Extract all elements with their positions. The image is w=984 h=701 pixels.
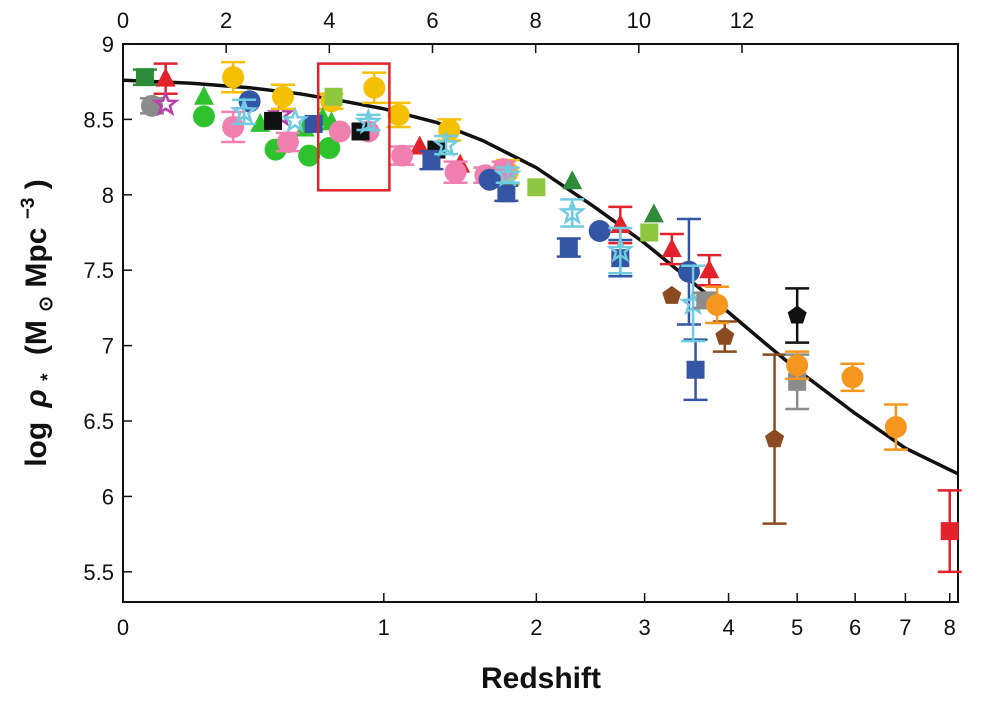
y-tick-label: 8.5 xyxy=(83,107,114,132)
y-tick-label: 7 xyxy=(102,334,114,359)
data-point xyxy=(438,118,461,141)
data-point xyxy=(478,168,501,191)
x-tick-label: 4 xyxy=(722,615,734,640)
data-point xyxy=(276,131,299,154)
data-point xyxy=(841,366,864,389)
x-tick-label: 3 xyxy=(638,615,650,640)
data-point xyxy=(686,360,705,379)
y-axis-title-subscript: * xyxy=(38,373,59,381)
top-tick-label: 4 xyxy=(323,8,335,33)
data-point xyxy=(662,285,682,304)
data-point xyxy=(351,122,370,141)
data-point xyxy=(788,372,807,391)
data-point xyxy=(643,203,664,223)
data-point xyxy=(606,235,635,263)
data-point xyxy=(765,429,785,448)
x-tick-label: 0 xyxy=(117,615,129,640)
highlight-box xyxy=(316,62,391,192)
x-tick-label: 2 xyxy=(530,615,542,640)
data-point xyxy=(493,160,522,188)
data-point xyxy=(715,326,735,345)
data-point xyxy=(264,111,283,130)
data-point xyxy=(444,161,467,184)
data-point xyxy=(884,416,907,439)
data-point xyxy=(527,178,546,197)
top-tick-label: 6 xyxy=(426,8,438,33)
data-points xyxy=(132,60,962,574)
y-axis-title: log ρ * (M ⊙ Mpc −3 ) xyxy=(8,179,61,467)
data-point xyxy=(281,106,310,133)
data-point xyxy=(706,293,729,316)
data-point xyxy=(155,67,176,87)
data-point xyxy=(787,305,807,324)
data-point xyxy=(559,238,578,257)
y-axis-title-sun-symbol: ⊙ xyxy=(36,296,57,312)
data-point xyxy=(135,68,154,87)
data-point xyxy=(497,184,516,203)
data-point xyxy=(272,85,295,108)
data-point xyxy=(432,130,460,157)
y-tick-label: 8 xyxy=(102,183,114,208)
data-point xyxy=(588,220,611,243)
data-point xyxy=(387,103,410,126)
data-point xyxy=(192,105,215,128)
y-axis-title-units-mid: Mpc xyxy=(20,228,53,288)
data-point xyxy=(558,198,587,225)
data-point xyxy=(422,151,441,170)
data-point xyxy=(354,107,383,135)
top-tick-label: 2 xyxy=(220,8,232,33)
y-axis-title-superscript: −3 xyxy=(18,198,39,220)
data-point xyxy=(193,85,214,105)
x-tick-label: 5 xyxy=(791,615,803,640)
axis-ticks: 0 1 2 3 4 5 6 7 85.566.577.588.590 2 4 6 8 10 12 xyxy=(83,8,955,640)
y-axis-title-symbol: ρ xyxy=(20,389,53,408)
data-point xyxy=(677,260,700,283)
data-point xyxy=(562,170,583,190)
data-point xyxy=(640,223,659,242)
y-tick-label: 6 xyxy=(102,484,114,509)
data-point xyxy=(151,89,180,117)
x-tick-label: 1 xyxy=(378,615,390,640)
data-point xyxy=(786,354,809,377)
data-point xyxy=(391,144,414,167)
y-tick-label: 6.5 xyxy=(83,409,114,434)
y-tick-label: 5.5 xyxy=(83,560,114,585)
x-tick-label: 7 xyxy=(899,615,911,640)
data-point xyxy=(661,238,682,258)
y-axis-title-units-open: (M xyxy=(20,320,53,355)
data-point xyxy=(409,135,430,155)
data-point xyxy=(318,137,341,160)
x-tick-label: 6 xyxy=(849,615,861,640)
y-axis-title-prefix: log xyxy=(20,422,53,467)
y-tick-label: 7.5 xyxy=(83,258,114,283)
top-tick-label: 10 xyxy=(627,8,651,33)
data-point xyxy=(699,259,720,279)
plot-frame xyxy=(122,43,959,603)
top-tick-label: 0 xyxy=(117,8,129,33)
data-point xyxy=(298,144,321,167)
y-tick-label: 9 xyxy=(102,32,114,57)
x-axis-title: Redshift xyxy=(481,662,601,695)
data-point xyxy=(230,97,259,124)
data-point xyxy=(940,522,959,541)
y-axis-title-units-close: ) xyxy=(20,179,53,189)
data-point xyxy=(363,76,386,99)
data-point xyxy=(324,87,343,106)
data-point xyxy=(328,120,351,143)
top-tick-label: 8 xyxy=(530,8,542,33)
x-tick-label: 8 xyxy=(944,615,956,640)
top-tick-label: 12 xyxy=(730,8,754,33)
data-point xyxy=(222,66,245,89)
